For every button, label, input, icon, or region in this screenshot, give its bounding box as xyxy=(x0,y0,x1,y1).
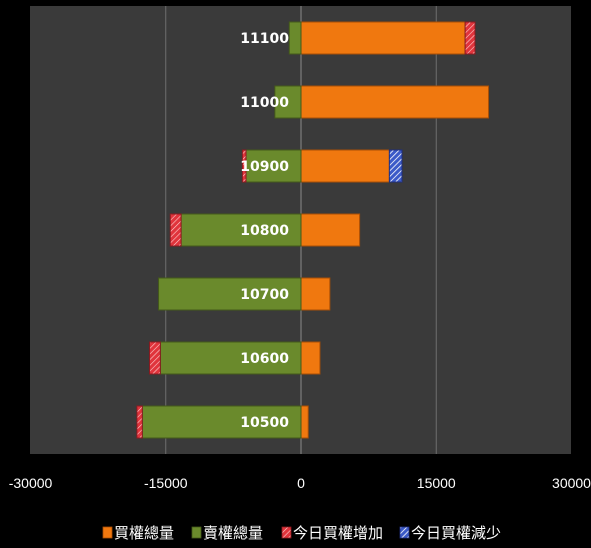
legend-swatch-2 xyxy=(281,526,292,539)
bar-10800-series-2 xyxy=(169,213,182,247)
category-label-10700: 10700 xyxy=(240,287,289,303)
legend: 買權總量 賣權總量 今日買權增加 今日買權減少 xyxy=(102,524,501,542)
bar-10900-series-2 xyxy=(241,149,247,183)
x-tick-label-1: -15000 xyxy=(144,475,188,491)
legend-label-3: 今日買權減少 xyxy=(411,524,501,542)
bar-10900-series-3 xyxy=(388,149,403,183)
x-tick-label-4: 30000 xyxy=(552,475,591,491)
legend-swatch-1 xyxy=(191,526,202,539)
bar-10500-series-1 xyxy=(141,405,302,439)
category-label-10600: 10600 xyxy=(240,351,289,367)
bar-10500-series-2 xyxy=(136,405,143,439)
category-label-10900: 10900 xyxy=(240,159,289,175)
category-label-11000: 11000 xyxy=(240,95,289,111)
bar-10700-series-1 xyxy=(158,277,302,311)
x-tick-label-3: 15000 xyxy=(417,475,456,491)
bar-10700-series-0 xyxy=(300,277,331,311)
category-labels: 11100 11000 10900 10800 10700 10600 10500 xyxy=(240,31,289,431)
bar-10800-series-1 xyxy=(180,213,302,247)
bar-10600-series-0 xyxy=(300,341,321,375)
bar-11000-series-0 xyxy=(300,85,490,119)
bar-10900-series-0 xyxy=(300,149,390,183)
category-label-10500: 10500 xyxy=(240,415,289,431)
x-tick-label-0: -30000 xyxy=(9,475,53,491)
bar-10500-series-0 xyxy=(300,405,309,439)
bar-11100-series-1 xyxy=(288,21,302,55)
legend-swatch-3 xyxy=(399,526,410,539)
legend-swatch-0 xyxy=(102,526,113,539)
bar-10600-series-2 xyxy=(149,341,161,375)
category-label-10800: 10800 xyxy=(240,223,289,239)
legend-label-0: 買權總量 xyxy=(114,524,174,542)
legend-label-1: 賣權總量 xyxy=(203,524,263,542)
bars xyxy=(136,21,490,439)
bar-11100-series-2 xyxy=(464,21,476,55)
bar-10800-series-0 xyxy=(300,213,361,247)
bar-11100-series-0 xyxy=(300,21,466,55)
bar-10600-series-1 xyxy=(159,341,302,375)
x-tick-label-2: 0 xyxy=(297,475,305,491)
category-label-11100: 11100 xyxy=(240,31,289,47)
bar-10900-series-1 xyxy=(245,149,302,183)
x-tick-labels: -30000 -15000 0 15000 30000 xyxy=(9,475,591,491)
bar-11000-series-1 xyxy=(274,85,302,119)
legend-label-2: 今日買權增加 xyxy=(293,524,383,542)
